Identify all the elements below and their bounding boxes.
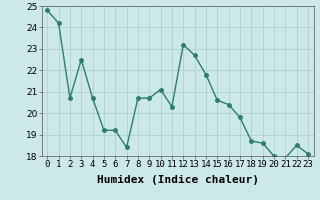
- X-axis label: Humidex (Indice chaleur): Humidex (Indice chaleur): [97, 175, 259, 185]
